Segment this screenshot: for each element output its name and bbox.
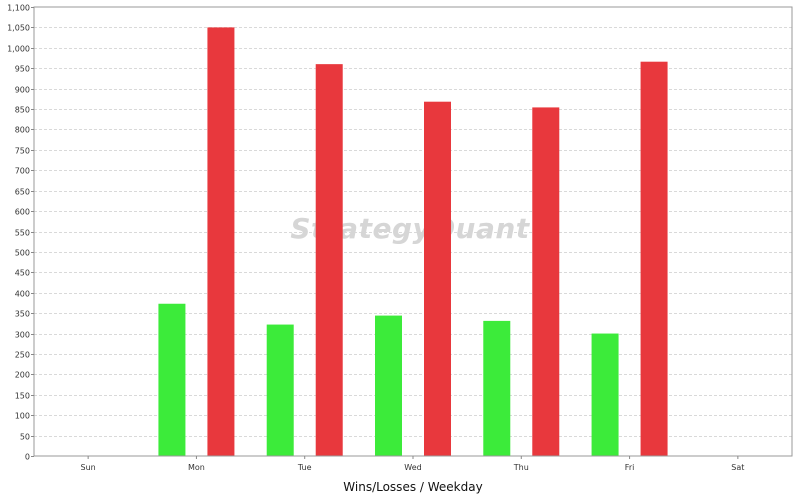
y-tick-label: 400	[15, 290, 30, 299]
y-tick-label: 950	[15, 65, 30, 74]
y-tick-label: 550	[15, 229, 30, 238]
y-tick-label: 250	[15, 351, 30, 360]
y-tick-label: 450	[15, 269, 30, 278]
y-tick-label: 150	[15, 392, 30, 401]
x-axis: Sun Mon Tue Wed Thu Fri Sat	[81, 456, 744, 472]
loss-bar	[315, 64, 343, 457]
x-tick-label: Mon	[188, 463, 205, 472]
y-tick-label: 900	[15, 86, 30, 95]
bars	[158, 27, 668, 457]
y-tick-label: 200	[15, 371, 30, 380]
y-tick-label: 1,000	[7, 45, 30, 54]
y-tick-label: 1,050	[7, 24, 30, 33]
y-axis: 0 50 100 150 200 250 300 350 400 450 500 550 600 650 7…	[7, 4, 34, 462]
loss-bar	[424, 101, 451, 456]
y-tick-label: 800	[15, 126, 30, 135]
y-tick-label: 300	[15, 331, 30, 340]
y-tick-label: 650	[15, 188, 30, 197]
win-bar	[266, 324, 294, 456]
x-tick-label: Tue	[297, 463, 312, 472]
x-axis-title: Wins/Losses / Weekday	[343, 480, 482, 494]
y-tick-label: 500	[15, 249, 30, 258]
x-tick-label: Wed	[404, 463, 421, 472]
y-tick-label: 350	[15, 310, 30, 319]
x-tick-label: Sun	[81, 463, 96, 472]
y-tick-label: 1,100	[7, 4, 30, 13]
x-tick-label: Sat	[731, 463, 744, 472]
loss-bar	[207, 27, 235, 457]
loss-bar	[532, 107, 560, 457]
y-tick-label: 750	[15, 147, 30, 156]
win-bar	[158, 303, 186, 456]
y-tick-label: 700	[15, 167, 30, 176]
y-tick-label: 0	[25, 453, 30, 462]
y-tick-label: 50	[20, 433, 30, 442]
x-tick-label: Thu	[513, 463, 529, 472]
x-tick-label: Fri	[625, 463, 635, 472]
win-bar	[375, 315, 402, 456]
win-bar	[591, 333, 619, 456]
y-tick-label: 600	[15, 208, 30, 217]
win-bar	[483, 320, 511, 456]
y-tick-label: 100	[15, 412, 30, 421]
y-tick-label: 850	[15, 106, 30, 115]
loss-bar	[640, 61, 668, 457]
